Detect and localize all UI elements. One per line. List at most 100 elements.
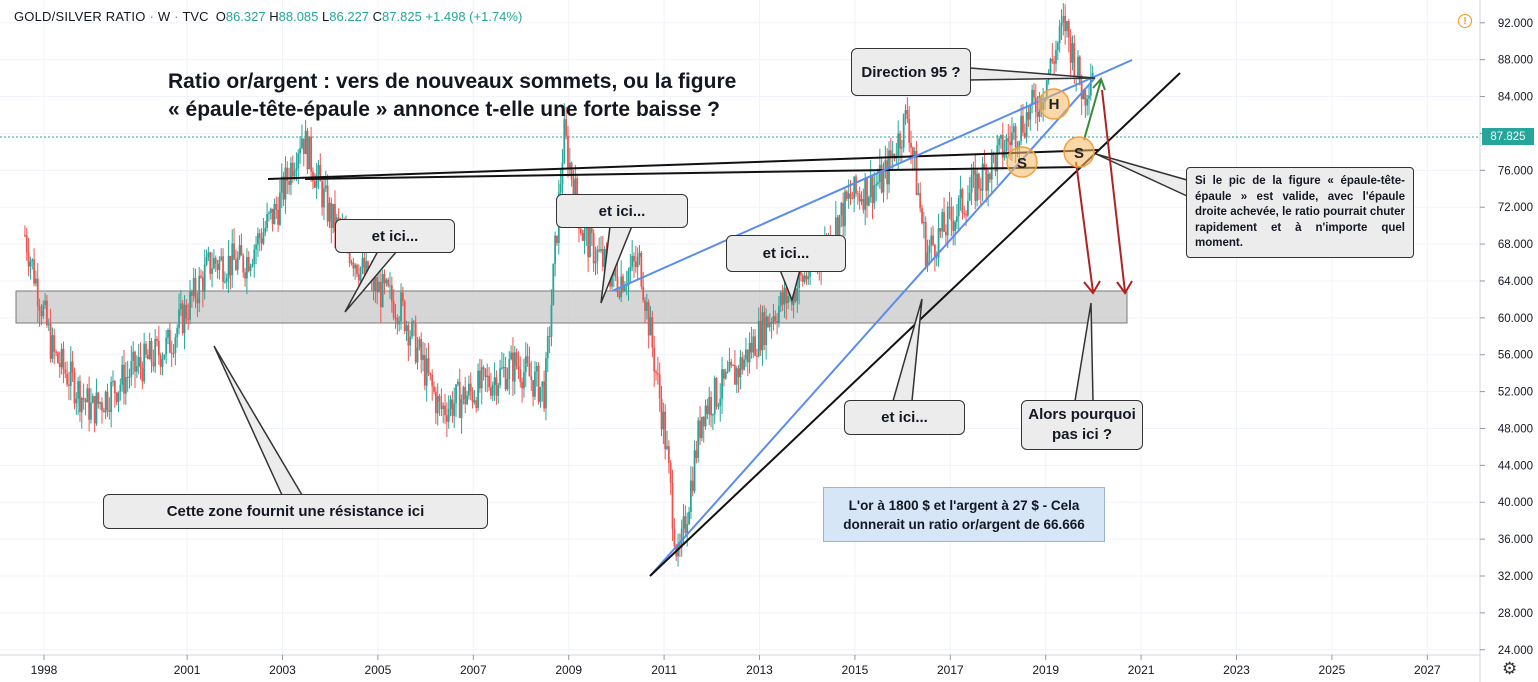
candle-body <box>739 357 742 378</box>
candle-body <box>633 256 635 262</box>
candle-body <box>460 399 463 418</box>
candle-body <box>442 405 445 410</box>
candle-body <box>506 378 509 390</box>
candle-body <box>317 164 320 175</box>
candle-body <box>1020 115 1023 141</box>
interval[interactable]: W <box>157 9 171 24</box>
candle-body <box>291 162 294 177</box>
candle-body <box>412 321 415 323</box>
x-tick-label: 2023 <box>1223 663 1250 677</box>
candle-body <box>737 368 740 378</box>
gear-icon[interactable]: ⚙ <box>1502 659 1518 678</box>
candle-body <box>552 263 555 306</box>
candle-body <box>546 336 549 359</box>
x-tick-label: 2005 <box>365 663 392 677</box>
candle-body <box>568 162 571 169</box>
up-arrow-green-head <box>1092 77 1106 91</box>
candle-body <box>422 354 424 360</box>
candle-body <box>834 217 837 240</box>
et-ici-callout-1: et ici... <box>335 219 455 253</box>
candle-body <box>396 317 399 325</box>
candle-body <box>401 292 404 302</box>
candle-body <box>453 403 456 416</box>
candle-body <box>104 391 107 413</box>
candle-body <box>69 361 72 386</box>
candle-body <box>455 384 457 404</box>
candle-body <box>181 303 184 334</box>
candle-body <box>1000 135 1002 139</box>
candle-body <box>963 212 966 215</box>
candle-body <box>638 252 641 257</box>
candle-body <box>662 411 665 430</box>
candle-body <box>308 136 311 170</box>
candle-body <box>849 193 852 199</box>
candle-body <box>877 182 879 184</box>
candle-body <box>548 336 551 338</box>
candle-body <box>759 320 762 351</box>
candle-body <box>321 181 324 208</box>
candle-body <box>275 203 278 210</box>
candle-body <box>805 275 808 280</box>
candle-body <box>174 337 177 354</box>
candle-body <box>297 153 300 169</box>
candle-body <box>1007 138 1010 142</box>
alors-pointer <box>1074 302 1094 402</box>
candle-body <box>91 396 94 403</box>
down-arrow-right-head <box>1116 280 1133 295</box>
candle-body <box>444 405 446 416</box>
candle-body <box>1055 50 1057 64</box>
candle-body <box>686 524 689 533</box>
candle-body <box>255 244 257 250</box>
candle-body <box>207 252 210 257</box>
up-arrow-green <box>1083 79 1102 141</box>
candle-body <box>1067 21 1070 38</box>
candle-body <box>715 378 718 407</box>
candle-body <box>911 147 914 156</box>
candle-body <box>860 199 863 202</box>
y-tick-label: 36.000 <box>1498 534 1533 546</box>
candle-body <box>798 271 801 289</box>
x-tick-label: 2021 <box>1128 663 1155 677</box>
candle-body <box>556 235 558 244</box>
x-tick-label: 2027 <box>1414 663 1441 677</box>
candle-body <box>524 356 527 373</box>
candle-body <box>669 462 672 483</box>
candle-body <box>908 118 911 143</box>
candle-body <box>372 272 375 291</box>
current-price-label: 87.825 <box>1482 128 1534 145</box>
candle-body <box>539 386 542 403</box>
symbol-name[interactable]: GOLD/SILVER RATIO <box>14 9 146 24</box>
time-axis[interactable]: 1998 2001 2003 2005 2007 2009 2011 2013 2015 2017… <box>31 655 1441 677</box>
hs-note: Si le pic de la figure « épaule-tête-épa… <box>1186 167 1414 258</box>
candle-body <box>418 339 421 348</box>
candle-body <box>225 278 228 282</box>
left-shoulder-circle <box>1006 146 1038 178</box>
candle-body <box>627 271 630 286</box>
price-axis[interactable]: 24.000 28.000 32.000 36.000 40.000 44.000 48.0… <box>1480 0 1533 657</box>
candle-body <box>493 377 496 385</box>
candle-body <box>392 301 395 318</box>
alert-icon[interactable]: ! <box>1458 14 1472 28</box>
candle-body <box>405 325 408 331</box>
candle-body <box>495 377 498 396</box>
candle-body <box>512 352 514 382</box>
candle-body <box>124 377 127 394</box>
resistance-zone <box>15 290 1128 324</box>
candle-body <box>168 330 171 353</box>
candle-body <box>1082 90 1085 100</box>
candle-body <box>36 278 39 307</box>
candle-body <box>800 271 802 276</box>
candle-body <box>730 361 733 366</box>
candle-body <box>754 336 756 356</box>
exchange: TVC <box>182 9 209 24</box>
candle-body <box>970 174 973 193</box>
candle-body <box>284 167 287 200</box>
candle-body <box>24 234 26 236</box>
candle-body <box>1091 72 1094 80</box>
price-info-box: L'or à 1800 $ et l'argent à 27 $ - Cela … <box>823 487 1105 542</box>
candle-body <box>218 259 221 270</box>
candle-body <box>167 330 169 338</box>
candle-body <box>1064 15 1067 32</box>
candle-body <box>161 359 164 367</box>
